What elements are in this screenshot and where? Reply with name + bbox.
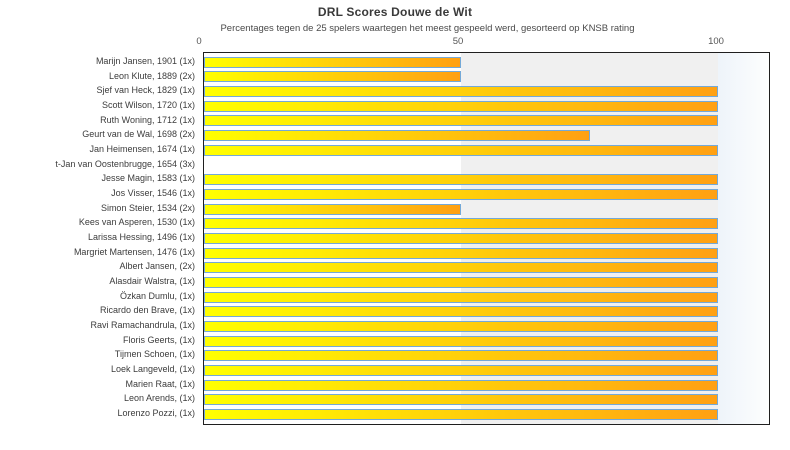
score-bar xyxy=(204,218,718,230)
score-bar xyxy=(204,86,718,98)
score-bar xyxy=(204,262,718,274)
bar-row xyxy=(204,319,769,334)
bar-row xyxy=(204,114,769,129)
bar-row xyxy=(204,70,769,85)
score-bar xyxy=(204,320,718,332)
player-label: Larissa Hessing, 1496 (1x) xyxy=(87,232,195,243)
bar-row xyxy=(204,55,769,70)
score-bar xyxy=(204,174,718,186)
score-bar xyxy=(204,379,718,391)
x-axis-tick-50: 50 xyxy=(452,36,464,47)
player-label: Sjef van Heck, 1829 (1x) xyxy=(96,85,195,96)
score-bar xyxy=(204,306,718,318)
player-label: Jos Visser, 1546 (1x) xyxy=(111,188,195,199)
player-label: Margriet Martensen, 1476 (1x) xyxy=(73,246,195,257)
player-label: Özkan Dumlu, (1x) xyxy=(119,290,195,301)
score-bar xyxy=(204,408,718,420)
score-bar xyxy=(204,247,718,259)
bar-row xyxy=(204,143,769,158)
player-label: Leon Klute, 1889 (2x) xyxy=(108,70,195,81)
player-label: t-Jan van Oostenbrugge, 1654 (3x) xyxy=(55,158,195,169)
bar-row xyxy=(204,392,769,407)
player-label: Ricardo den Brave, (1x) xyxy=(99,305,195,316)
bar-row xyxy=(204,216,769,231)
score-bar xyxy=(204,100,718,112)
bar-row xyxy=(204,128,769,143)
y-axis-label-column: Marijn Jansen, 1901 (1x) Leon Klute, 1889… xyxy=(0,54,199,421)
player-label: Tijmen Schoen, (1x) xyxy=(114,349,195,360)
score-bar xyxy=(204,291,718,303)
bar-row xyxy=(204,304,769,319)
bar-row xyxy=(204,290,769,305)
score-bar xyxy=(204,350,718,362)
score-bar xyxy=(204,144,718,156)
bar-row xyxy=(204,246,769,261)
x-axis-tick-0: 0 xyxy=(196,36,202,47)
player-label: Marijn Jansen, 1901 (1x) xyxy=(95,56,195,66)
player-label: Ruth Woning, 1712 (1x) xyxy=(100,114,195,125)
bar-row xyxy=(204,334,769,349)
bar-row xyxy=(204,172,769,187)
score-bar xyxy=(204,71,461,83)
chart-subtitle: Percentages tegen de 25 spelers waartege… xyxy=(220,23,635,34)
player-label: Alasdair Walstra, (1x) xyxy=(109,276,195,287)
player-label: Lorenzo Pozzi, (1x) xyxy=(117,408,195,419)
bar-row xyxy=(204,275,769,290)
x-axis-tick-100: 100 xyxy=(708,36,724,47)
score-bar xyxy=(204,394,718,406)
bar-row xyxy=(204,158,769,173)
score-bar xyxy=(204,276,718,288)
bar-row xyxy=(204,231,769,246)
player-label: Leon Arends, (1x) xyxy=(123,393,195,404)
bar-row xyxy=(204,378,769,393)
score-bar xyxy=(204,232,718,244)
player-label: Loek Langeveld, (1x) xyxy=(110,364,195,375)
score-bar xyxy=(204,335,718,347)
score-bar xyxy=(204,115,718,127)
player-label: Kees van Asperen, 1530 (1x) xyxy=(78,217,195,228)
player-label: Ravi Ramachandrula, (1x) xyxy=(90,320,195,331)
bar-row xyxy=(204,202,769,217)
player-label: Simon Steier, 1534 (2x) xyxy=(100,202,195,213)
plot-area xyxy=(203,52,770,425)
player-label: Geurt van de Wal, 1698 (2x) xyxy=(82,129,195,140)
bar-row xyxy=(204,99,769,114)
player-label: Scott Wilson, 1720 (1x) xyxy=(101,100,195,111)
player-label: Jan Heimensen, 1674 (1x) xyxy=(89,144,195,155)
score-bar xyxy=(204,130,590,142)
chart-title: DRL Scores Douwe de Wit xyxy=(317,5,473,19)
bar-row xyxy=(204,348,769,363)
score-bar xyxy=(204,364,718,376)
score-bar xyxy=(204,56,461,68)
bar-row xyxy=(204,407,769,422)
bar-row xyxy=(204,187,769,202)
bar-row xyxy=(204,363,769,378)
player-label: Floris Geerts, (1x) xyxy=(122,334,195,345)
player-label: Albert Jansen, (2x) xyxy=(119,261,195,272)
score-bar xyxy=(204,203,461,215)
player-label: Marien Raat, (1x) xyxy=(125,378,195,389)
bar-row xyxy=(204,84,769,99)
score-bar xyxy=(204,188,718,200)
player-label: Jesse Magin, 1583 (1x) xyxy=(101,173,195,184)
bar-row xyxy=(204,260,769,275)
